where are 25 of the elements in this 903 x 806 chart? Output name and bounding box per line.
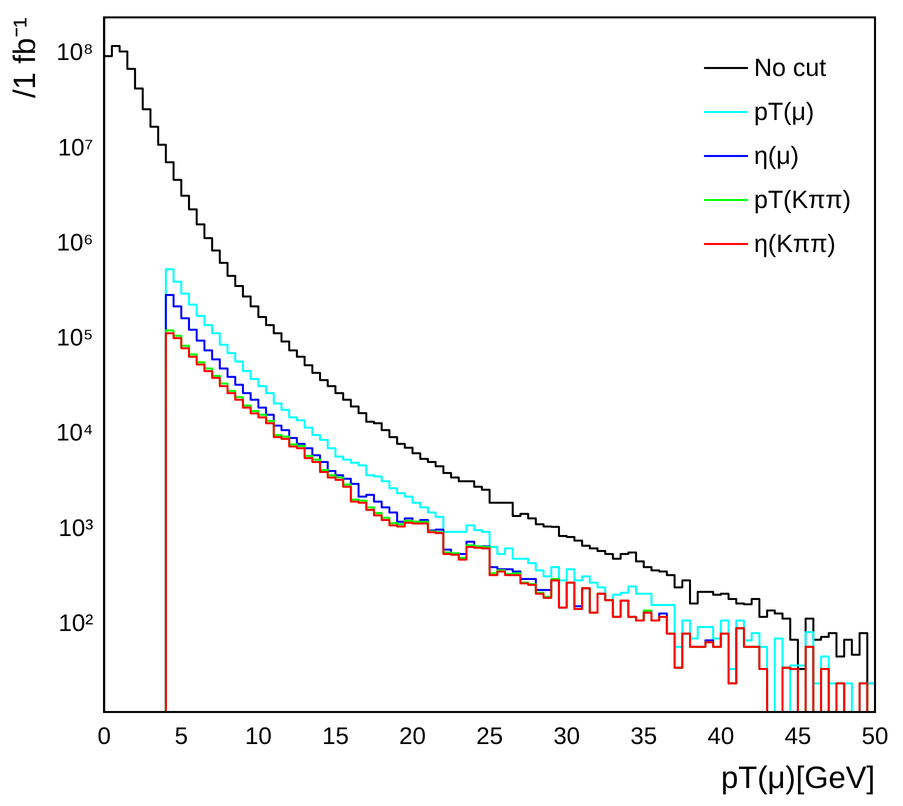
x-tick-label: 50 [862,723,888,750]
y-axis-title: /1 fb⁻¹ [7,17,42,98]
legend-label: pT(μ) [754,97,814,128]
y-tick-label: 10⁸ [56,39,94,66]
y-tick-label: 10⁶ [56,229,94,256]
y-tick-label: 10⁴ [56,420,94,447]
y-tick-label: 10⁵ [56,324,94,352]
y-tick-label: 10³ [58,514,94,542]
legend-label: η(μ) [754,141,799,172]
x-axis-title: pT(μ)[GeV] [721,760,875,795]
x-tick-label: 0 [98,723,111,750]
x-tick-label: 30 [553,723,580,750]
x-tick-label: 45 [784,723,812,750]
x-tick-label: 25 [476,723,503,750]
x-tick-label: 5 [174,723,188,750]
x-tick-label: 15 [322,723,349,750]
legend-label: η(Kππ) [754,229,836,260]
x-tick-label: 35 [630,723,658,750]
legend-label: No cut [754,53,826,84]
x-tick-label: 40 [707,723,734,750]
x-tick-label: 20 [399,723,426,750]
legend-label: pT(Kππ) [754,185,851,216]
y-tick-label: 10² [58,610,94,638]
y-tick-label: 10⁷ [58,134,94,162]
x-tick-label: 10 [245,723,272,750]
